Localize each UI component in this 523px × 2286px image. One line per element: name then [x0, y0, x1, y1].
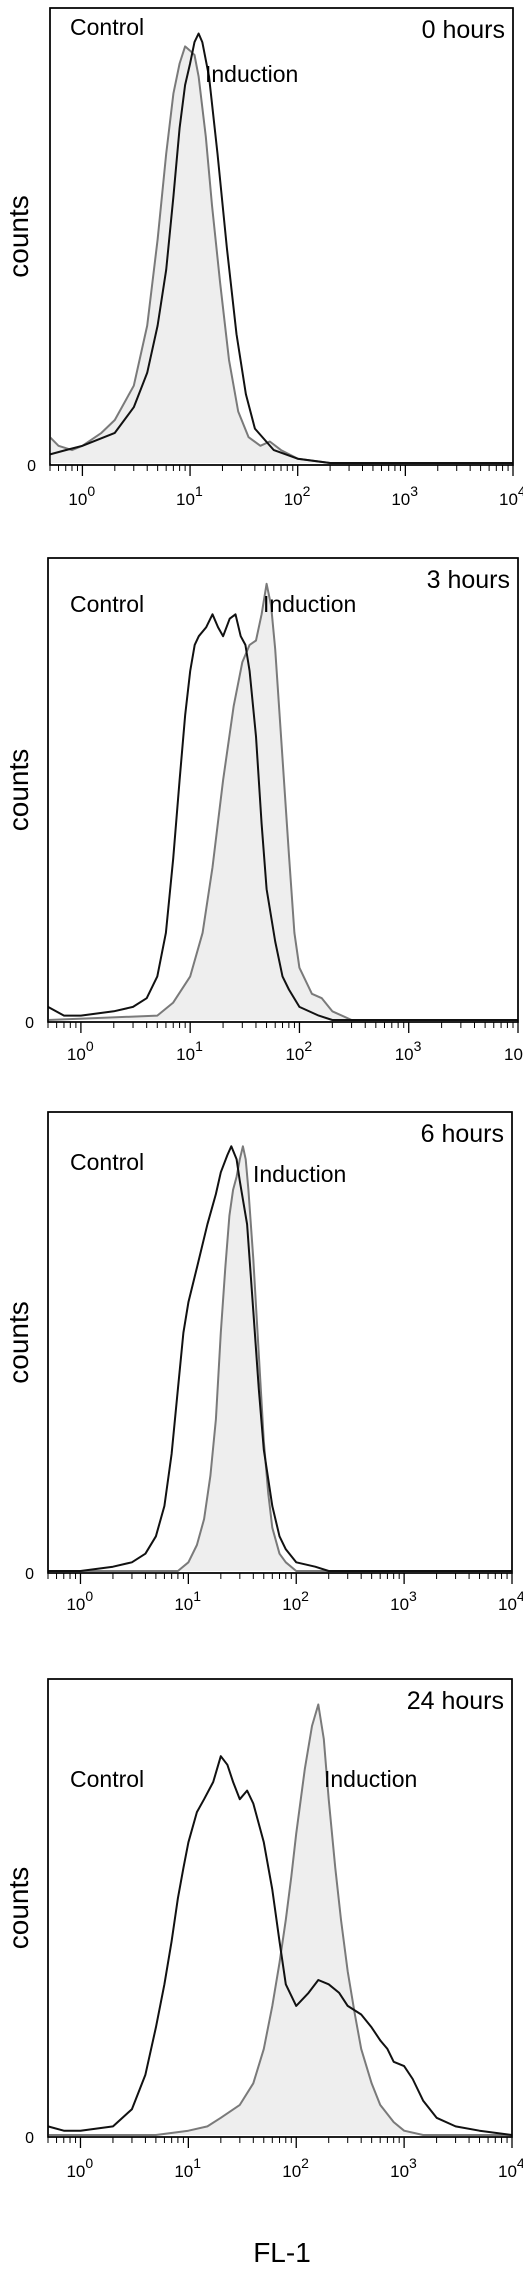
- x-tick-label: 101: [174, 1588, 201, 1614]
- x-tick-label: 100: [66, 2155, 93, 2181]
- induction-fill-area: [50, 46, 513, 464]
- control-label: Control: [70, 1149, 144, 1175]
- x-tick-label: 102: [282, 1588, 309, 1614]
- x-tick-label: 103: [390, 1588, 417, 1614]
- x-tick-label: 104: [499, 483, 523, 509]
- x-tick-label: 104: [504, 1038, 523, 1064]
- histogram-panel: 24 hours Control Induction counts 0 100 101 102…: [3, 1678, 523, 2181]
- induction-histogram-line: [47, 582, 518, 1021]
- y-tick-zero: 0: [25, 1566, 34, 1583]
- x-tick-label: 103: [391, 483, 418, 509]
- x-tick-label: 101: [176, 483, 203, 509]
- induction-fill-area: [48, 1704, 512, 2135]
- control-label: Control: [70, 1766, 144, 1792]
- x-tick-label: 102: [285, 1038, 312, 1064]
- induction-label: Induction: [205, 61, 298, 87]
- histogram-panel: 0 hours Control Induction counts 0 100 101 102 1…: [3, 7, 523, 509]
- control-label: Control: [70, 14, 144, 40]
- induction-label: Induction: [324, 1766, 417, 1792]
- x-tick-label: 101: [176, 1038, 203, 1064]
- x-axis-label: FL-1: [253, 2237, 311, 2268]
- plot-frame: [49, 7, 514, 466]
- y-axis-label: counts: [3, 1867, 34, 1950]
- induction-histogram-line: [48, 1703, 512, 2136]
- induction-label: Induction: [263, 591, 356, 617]
- x-tick-label: 103: [390, 2155, 417, 2181]
- y-axis-label: counts: [3, 195, 34, 278]
- y-axis-label: counts: [3, 749, 34, 832]
- control-histogram-line: [48, 1145, 512, 1572]
- control-histogram-line: [47, 613, 518, 1021]
- control-histogram-line: [49, 32, 513, 464]
- time-label: 3 hours: [427, 566, 510, 594]
- y-tick-zero: 0: [25, 2130, 34, 2147]
- y-tick-zero: 0: [25, 1015, 34, 1032]
- x-tick-label: 104: [498, 2155, 523, 2181]
- induction-fill-area: [48, 583, 518, 1020]
- control-label: Control: [70, 591, 144, 617]
- x-tick-label: 100: [67, 1038, 94, 1064]
- x-tick-label: 100: [66, 1588, 93, 1614]
- x-tick-label: 101: [174, 2155, 201, 2181]
- x-tick-label: 102: [284, 483, 311, 509]
- induction-label: Induction: [253, 1161, 346, 1187]
- histogram-panel: 6 hours Control Induction counts 0 100 101 102 1…: [3, 1111, 523, 1614]
- y-axis-label: counts: [3, 1301, 34, 1384]
- control-histogram-line: [47, 1755, 513, 2136]
- x-tick-label: 104: [498, 1588, 523, 1614]
- x-tick-label: 100: [68, 483, 95, 509]
- time-label: 6 hours: [421, 1120, 504, 1148]
- y-tick-zero: 0: [27, 458, 36, 475]
- time-label: 0 hours: [422, 16, 505, 44]
- histogram-panel: 3 hours Control Induction counts 0 100 101 102 1…: [3, 557, 523, 1064]
- x-tick-label: 102: [282, 2155, 309, 2181]
- x-tick-label: 103: [395, 1038, 422, 1064]
- time-label: 24 hours: [407, 1687, 504, 1715]
- induction-histogram-line: [48, 1145, 512, 1572]
